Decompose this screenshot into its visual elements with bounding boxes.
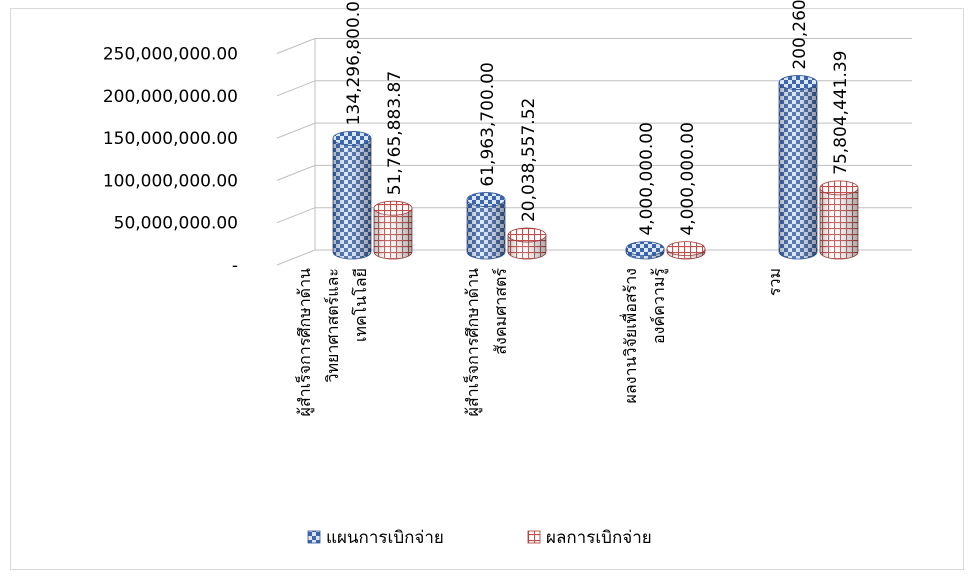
cylinder-shade (779, 82, 817, 259)
cylinder-top (507, 227, 547, 243)
cylinder-shade (333, 138, 371, 259)
bar-plan-3 (778, 75, 818, 260)
legend-swatch (307, 530, 321, 544)
category-label-line: องค์ความรู้ (649, 268, 669, 344)
cylinder-top (666, 241, 706, 257)
y-tick-label: 50,000,000.00 (114, 214, 238, 234)
legend: แผนการเบิกจ่าย ผลการเบิกจ่าย (307, 528, 652, 548)
bar-plan-0 (332, 130, 372, 260)
legend-swatch (527, 530, 541, 544)
category-label-line: เทคโนโลยี (351, 268, 370, 342)
gridline-depth (276, 207, 316, 224)
category-label-line: ผู้สำเร็จการศึกษาด้าน (294, 268, 315, 417)
cylinder-top (625, 241, 665, 257)
category-label-line: ผลงานวิจัยเพื่อสร้าง (619, 268, 640, 403)
legend-label: แผนการเบิกจ่าย (326, 528, 444, 548)
data-label: 4,000,000.00 (637, 122, 657, 236)
gridline-depth (276, 122, 316, 139)
category-labels: ผู้สำเร็จการศึกษาด้าน วิทยาศาสตร์และ เทคโน… (294, 268, 784, 417)
data-label: 200,260,500.00 (790, 0, 810, 70)
category-label-line: วิทยาศาสตร์และ (323, 268, 342, 383)
category-label: รวม (765, 268, 784, 296)
category-label-line: สังคมศาสตร์ (491, 268, 510, 355)
bar-actual-3 (819, 180, 859, 260)
legend-item: ผลการเบิกจ่าย (527, 528, 652, 548)
gridline-depth (276, 249, 316, 266)
data-label: 75,804,441.39 (831, 50, 851, 174)
bars (332, 75, 859, 260)
y-tick-label: 200,000,000.00 (103, 87, 238, 107)
category-label: ผลงานวิจัยเพื่อสร้าง องค์ความรู้ (619, 268, 669, 404)
bar-plan-1 (466, 192, 506, 260)
data-labels: 134,296,800.00 61,963,700.00 4,000,000.00 2… (344, 0, 851, 236)
cylinder-shade (374, 208, 412, 259)
cylinder-top (819, 180, 859, 196)
cylinder-top (373, 200, 413, 216)
legend-label: ผลการเบิกจ่าย (546, 528, 652, 548)
gridline-depth (276, 80, 316, 97)
cylinder-shade (467, 199, 505, 259)
gridline-depth (276, 164, 316, 181)
category-label: ผู้สำเร็จการศึกษาด้าน วิทยาศาสตร์และ เทคโน… (294, 268, 370, 417)
data-label: 20,038,557.52 (519, 98, 539, 222)
data-label: 61,963,700.00 (478, 62, 498, 186)
data-label: 4,000,000.00 (678, 122, 698, 236)
y-tick-label: 250,000,000.00 (103, 45, 238, 65)
y-tick-label: 150,000,000.00 (103, 129, 238, 149)
data-label: 134,296,800.00 (344, 0, 364, 125)
data-label: 51,765,883.87 (385, 71, 405, 195)
cylinder-shade (820, 187, 858, 259)
category-label-line: รวม (765, 268, 784, 296)
category-label-line: ผู้สำเร็จการศึกษาด้าน (462, 268, 483, 417)
cylinder-top (778, 75, 818, 90)
y-tick-label: - (232, 256, 238, 276)
cylinder-top (332, 130, 372, 146)
legend-item: แผนการเบิกจ่าย (307, 528, 444, 548)
bar-actual-1 (507, 227, 547, 260)
bar-plan-2 (625, 241, 665, 260)
cylinder-top (466, 192, 506, 207)
y-tick-label: 100,000,000.00 (103, 171, 238, 191)
category-label: ผู้สำเร็จการศึกษาด้าน สังคมศาสตร์ (462, 268, 510, 417)
bar-actual-0 (373, 200, 413, 260)
bar-actual-2 (666, 241, 706, 260)
y-axis-ticks: - 50,000,000.00 100,000,000.00 150,000,000.… (103, 45, 238, 277)
gridline-depth (276, 38, 316, 54)
